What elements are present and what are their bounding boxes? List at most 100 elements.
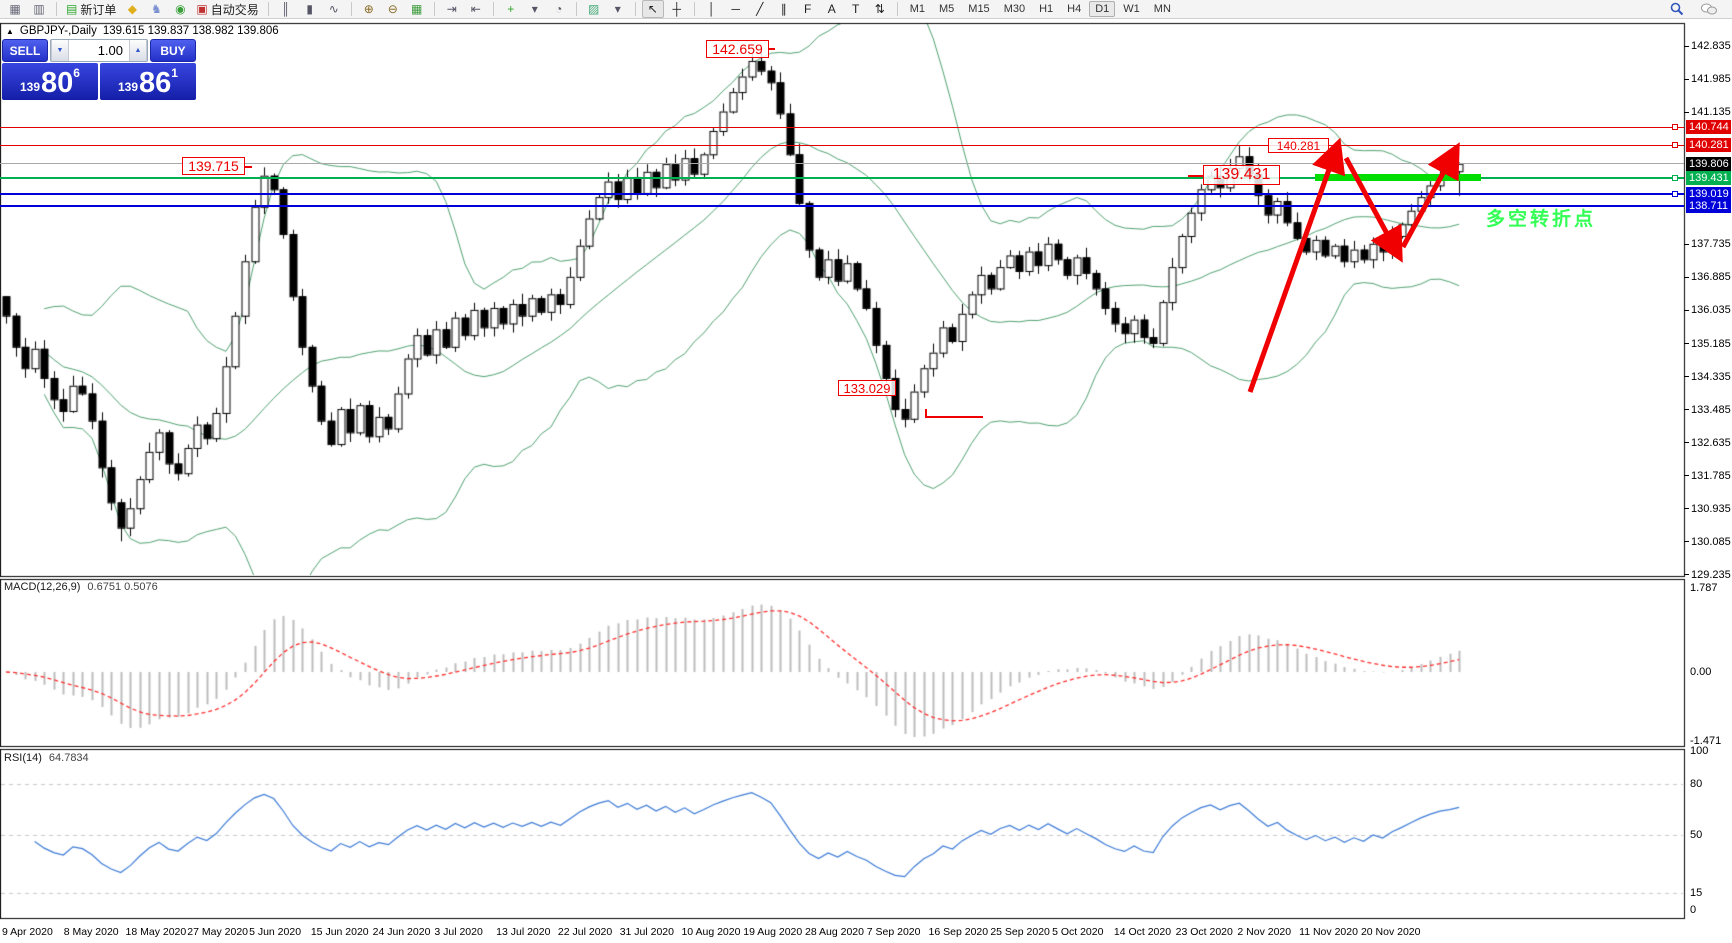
tick-dash [1684, 376, 1689, 378]
price-annotation-139.431[interactable]: 139.431 [1203, 165, 1280, 185]
macd-scale-label: 0.00 [1690, 666, 1712, 678]
volume-input[interactable]: 1.00 [97, 43, 123, 58]
date-axis-label: 23 Oct 2020 [1175, 926, 1233, 938]
tick-label: 136.035 [1691, 304, 1731, 317]
date-axis-label: 14 Oct 2020 [1113, 926, 1172, 938]
date-axis-label: 27 May 2020 [187, 926, 249, 938]
date-axis-label: 31 Jul 2020 [619, 926, 674, 938]
annotation-connector [925, 409, 927, 417]
rsi-scale-label: 100 [1690, 745, 1709, 757]
tick-dash [1684, 508, 1689, 510]
tick-label: 137.735 [1691, 238, 1731, 251]
date-axis-label: 28 Aug 2020 [805, 926, 864, 938]
buy-price-display[interactable]: 139 86 1 [100, 63, 196, 100]
resistance-line-140281[interactable] [0, 145, 1684, 146]
rsi-scale-label: 50 [1690, 828, 1703, 841]
date-axis-label: 10 Aug 2020 [681, 926, 741, 938]
tick-dash [1684, 409, 1689, 411]
trend-zigzag-arrows[interactable] [1230, 130, 1470, 420]
macd-scale-label: -1.471 [1690, 735, 1722, 748]
date-axis-label: 3 Jul 2020 [434, 926, 483, 938]
tick-dash [1684, 243, 1689, 245]
current-price-line[interactable] [0, 163, 1684, 164]
price-axis-tick: 135.185 [1684, 338, 1731, 350]
tick-label: 130.935 [1691, 502, 1731, 515]
resistance-line-140744[interactable] [0, 127, 1684, 128]
tick-dash [1684, 541, 1689, 543]
price-axis-tick: 136.035 [1684, 304, 1731, 316]
volume-decrease-button[interactable]: ▼ [51, 40, 69, 61]
support-zone-bar[interactable] [1315, 174, 1481, 181]
tick-label: 130.085 [1691, 535, 1731, 548]
macd-scale-label: 1.787 [1690, 582, 1718, 594]
date-axis-label: 7 Sep 2020 [866, 926, 921, 938]
note-text[interactable]: 多空转折点 [1486, 209, 1597, 230]
ohlc-values: 139.615 139.837 138.982 139.806 [102, 25, 279, 37]
symbol-period-label: GBPJPY-,Daily [19, 25, 97, 37]
tick-label: 141.135 [1691, 106, 1731, 119]
sell-price-display[interactable]: 139 80 6 [2, 63, 98, 100]
price-axis-tick: 134.335 [1684, 371, 1731, 383]
tick-label: 132.635 [1691, 436, 1731, 449]
annotation-connector [925, 416, 983, 418]
price-badge-140.281: 140.281 [1686, 138, 1731, 152]
price-annotation-133.029[interactable]: 133.029 [838, 380, 896, 396]
buy-button[interactable]: BUY [150, 39, 196, 62]
date-axis-label: 19 Aug 2020 [743, 926, 803, 938]
tick-label: 142.835 [1691, 40, 1731, 52]
tick-label: 129.235 [1691, 568, 1731, 581]
date-axis-label: 11 Nov 2020 [1299, 926, 1358, 938]
support-line-139431[interactable] [0, 177, 1684, 179]
trend-arrow[interactable] [1400, 142, 1460, 249]
tick-dash [1684, 78, 1689, 80]
tick-dash [1684, 276, 1689, 278]
date-axis-label: 22 Jul 2020 [557, 926, 613, 938]
tick-dash [1684, 574, 1689, 576]
trend-arrow[interactable] [1343, 156, 1403, 263]
tick-dash [1684, 111, 1689, 113]
volume-increase-button[interactable]: ▲ [129, 40, 147, 61]
date-axis-label: 5 Jun 2020 [249, 926, 302, 938]
line-endpoint-marker [1672, 124, 1678, 130]
annotation-connector [769, 48, 775, 50]
price-badge-139.019: 139.019 [1686, 187, 1731, 201]
tick-dash [1684, 343, 1689, 345]
rsi-indicator-label: RSI(14) 64.7834 [4, 752, 89, 764]
volume-control: ▼ 1.00 ▲ [50, 39, 148, 62]
date-axis-label: 8 May 2020 [63, 926, 119, 938]
date-axis-label: 20 Nov 2020 [1360, 926, 1421, 938]
price-axis-tick: 129.235 [1684, 569, 1731, 581]
rsi-scale-label: 80 [1690, 778, 1703, 791]
price-annotation-139.715[interactable]: 139.715 [182, 157, 245, 175]
tick-label: 136.885 [1691, 271, 1731, 284]
date-axis-label: 25 Sep 2020 [990, 926, 1050, 938]
sell-button[interactable]: SELL [2, 39, 48, 62]
price-badge-140.744: 140.744 [1686, 120, 1731, 134]
date-axis-label: 5 Oct 2020 [1052, 926, 1104, 938]
one-click-trading-panel: SELL ▼ 1.00 ▲ BUY 139 80 6 139 86 1 [2, 39, 196, 100]
price-badge-139.431: 139.431 [1686, 171, 1731, 185]
trend-arrow[interactable] [1247, 137, 1346, 393]
line-endpoint-marker [1672, 175, 1678, 181]
price-axis-tick: 136.885 [1684, 271, 1731, 283]
price-badge-139.806: 139.806 [1686, 157, 1731, 171]
price-axis-tick: 130.085 [1684, 536, 1731, 548]
price-axis-tick: 132.635 [1684, 437, 1731, 449]
date-axis-label: 15 Jun 2020 [310, 926, 369, 938]
chart-header: ▲ GBPJPY-,Daily 139.615 139.837 138.982 … [6, 25, 279, 37]
tick-label: 141.985 [1691, 73, 1731, 86]
tick-dash [1684, 475, 1689, 477]
annotation-connector [245, 166, 252, 168]
line-endpoint-marker [1672, 142, 1678, 148]
price-annotation-142.659[interactable]: 142.659 [706, 40, 769, 58]
support-line-139019[interactable] [0, 193, 1684, 195]
date-axis-label: 9 Apr 2020 [2, 926, 53, 938]
date-axis-label: 24 Jun 2020 [372, 926, 431, 938]
tick-dash [1684, 45, 1689, 47]
support-line-138711[interactable] [0, 205, 1684, 207]
price-badge-138.711: 138.711 [1686, 199, 1731, 213]
price-axis-tick: 141.135 [1684, 106, 1731, 118]
collapse-panel-icon[interactable]: ▲ [6, 26, 14, 36]
